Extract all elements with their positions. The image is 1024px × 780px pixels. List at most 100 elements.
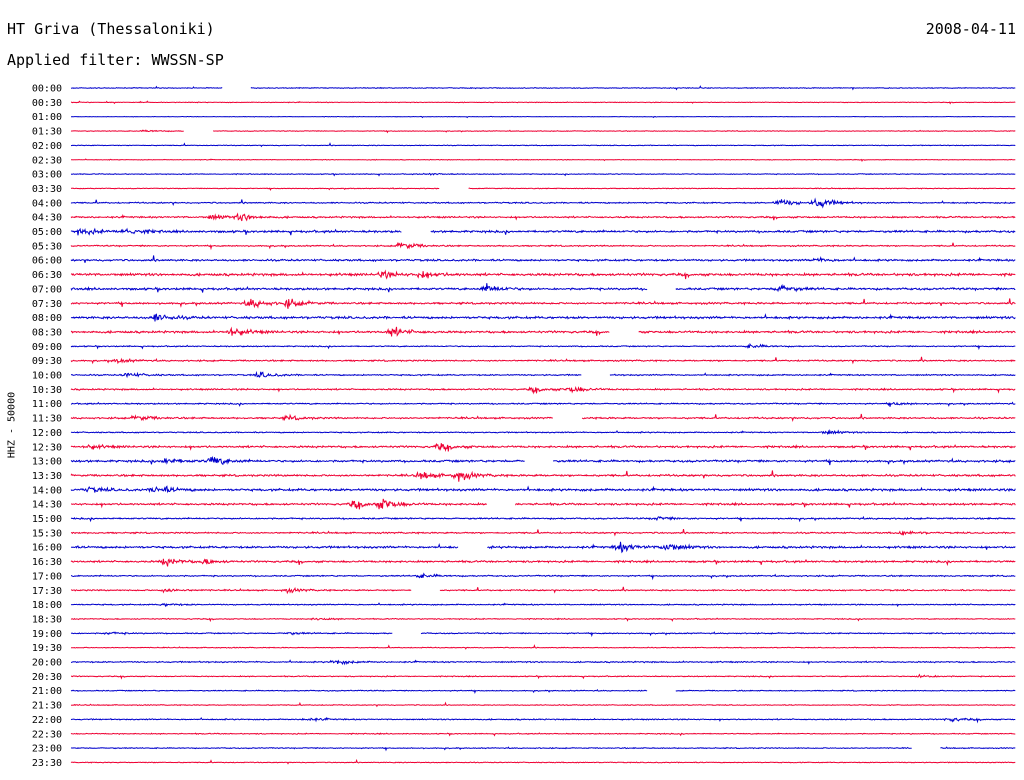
trace-2030	[70, 673, 1016, 680]
tick-label: 20:00	[32, 658, 62, 669]
trace-0630	[70, 269, 1016, 280]
tick-label: 12:00	[32, 428, 62, 439]
trace-0030	[70, 100, 1016, 105]
tick-label: 08:30	[32, 327, 62, 338]
trace-2230	[70, 732, 1016, 737]
tick-label: 07:00	[32, 284, 62, 295]
tick-label: 20:30	[32, 672, 62, 683]
trace-0800	[70, 313, 1016, 322]
tick-label: 11:00	[32, 399, 62, 410]
trace-0430	[70, 212, 1016, 222]
trace-1400	[70, 485, 1016, 494]
tick-label: 04:30	[32, 213, 62, 224]
tick-label: 03:00	[32, 170, 62, 181]
tick-label: 01:00	[32, 112, 62, 123]
tick-label: 10:30	[32, 385, 62, 396]
tick-label: 15:00	[32, 514, 62, 525]
trace-0330	[70, 187, 1016, 191]
trace-1900	[70, 631, 1016, 638]
tick-label: 00:00	[32, 84, 62, 95]
trace-2200	[70, 716, 1016, 724]
trace-1430	[71, 498, 1016, 510]
tick-label: 02:30	[32, 155, 62, 166]
filter-label: Applied filter: WWSSN-SP	[7, 51, 224, 69]
trace-1330	[70, 470, 1016, 482]
tick-label: 23:30	[32, 758, 62, 769]
tick-label: 16:00	[32, 543, 62, 554]
tick-label: 06:30	[32, 270, 62, 281]
tick-label: 08:00	[32, 313, 62, 324]
trace-2330	[70, 758, 1016, 765]
trace-2300	[70, 746, 1016, 752]
trace-0400	[70, 197, 1016, 209]
trace-0200	[70, 142, 1016, 148]
trace-0300	[70, 172, 1016, 177]
tick-label: 09:30	[32, 356, 62, 367]
tick-label: 21:00	[32, 686, 62, 697]
tick-label: 07:30	[32, 299, 62, 310]
tick-label: 02:00	[32, 141, 62, 152]
trace-1530	[70, 529, 1016, 537]
trace-0530	[70, 242, 1016, 251]
trace-0730	[70, 298, 1016, 309]
trace-1630	[70, 558, 1016, 567]
trace-1030	[70, 385, 1016, 395]
trace-2130	[70, 701, 1016, 708]
trace-1830	[70, 617, 1016, 623]
trace-1100	[70, 401, 1016, 407]
trace-1200	[70, 428, 1016, 436]
trace-1700	[70, 572, 1016, 581]
tick-label: 23:00	[32, 744, 62, 755]
trace-0900	[70, 342, 1016, 351]
trace-2000	[71, 659, 1016, 666]
trace-0130	[70, 129, 1016, 134]
trace-0930	[70, 356, 1016, 365]
tick-label: 06:00	[32, 256, 62, 267]
tick-label: 10:00	[32, 371, 62, 382]
tick-label: 22:30	[32, 729, 62, 740]
trace-1800	[70, 602, 1016, 608]
tick-label: 13:30	[32, 471, 62, 482]
tick-label: 18:00	[32, 600, 62, 611]
trace-1000	[70, 370, 1016, 379]
trace-0100	[71, 115, 1016, 119]
trace-0500	[70, 227, 1016, 236]
tick-label: 22:00	[32, 715, 62, 726]
tick-label: 14:00	[32, 485, 62, 496]
trace-1730	[70, 586, 1016, 595]
tick-label: 17:30	[32, 586, 62, 597]
tick-label: 09:00	[32, 342, 62, 353]
tick-label: 03:30	[32, 184, 62, 195]
tick-label: 11:30	[32, 414, 62, 425]
tick-label: 12:30	[32, 442, 62, 453]
tick-label: 19:30	[32, 643, 62, 654]
tick-label: 15:30	[32, 528, 62, 539]
trace-0700	[70, 283, 1016, 293]
tick-label: 14:30	[32, 500, 62, 511]
trace-1130	[70, 413, 1016, 423]
trace-0000	[70, 85, 1016, 91]
tick-label: 13:00	[32, 457, 62, 468]
tick-label: 21:30	[32, 701, 62, 712]
trace-0830	[70, 326, 1016, 337]
trace-1230	[70, 442, 1016, 452]
trace-0230	[71, 158, 1016, 162]
tick-label: 05:00	[32, 227, 62, 238]
tick-label: 04:00	[32, 198, 62, 209]
trace-1600	[70, 541, 1016, 554]
trace-2100	[70, 688, 1016, 695]
record-date: 2008-04-11	[925, 20, 1016, 38]
tick-label: 16:30	[32, 557, 62, 568]
trace-1500	[70, 515, 1016, 523]
tick-label: 00:30	[32, 98, 62, 109]
tick-label: 17:00	[32, 571, 62, 582]
tick-label: 18:30	[32, 614, 62, 625]
trace-1300	[70, 455, 1016, 466]
tick-label: 01:30	[32, 127, 62, 138]
tick-label: 05:30	[32, 241, 62, 252]
trace-0600	[70, 255, 1016, 263]
station-title: HT Griva (Thessaloniki)	[7, 20, 215, 38]
trace-1930	[70, 644, 1016, 650]
tick-label: 19:00	[32, 629, 62, 640]
